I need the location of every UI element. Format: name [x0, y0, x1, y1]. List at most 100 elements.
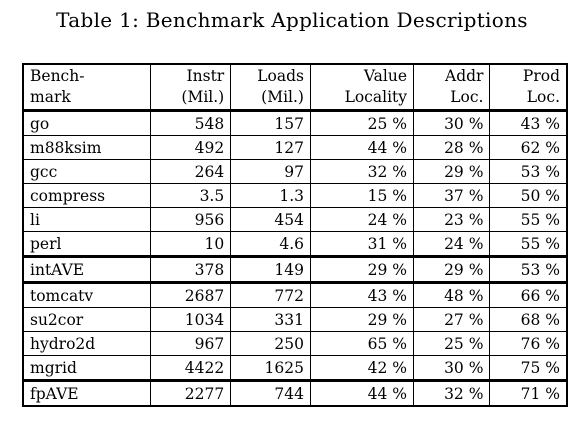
cell-value-locality: 32 %: [309, 159, 415, 184]
cell-instr: 264: [150, 159, 232, 184]
cell-prod-loc: 66 %: [489, 282, 568, 308]
cell-addr-loc: 24 %: [413, 231, 491, 258]
cell-benchmark: compress: [22, 183, 152, 208]
cell-benchmark: go: [22, 110, 152, 136]
cell-value-locality: 43 %: [309, 282, 415, 308]
cell-value-locality: 29 %: [309, 307, 415, 332]
table-row: mgrid 4422 1625 42 % 30 % 75 %: [22, 355, 568, 382]
header-instr-line1: Instr: [186, 67, 225, 85]
cell-loads: 250: [230, 331, 311, 356]
cell-instr: 1034: [150, 307, 232, 332]
cell-prod-loc: 76 %: [489, 331, 568, 356]
cell-addr-loc: 29 %: [413, 256, 491, 284]
cell-loads: 97: [230, 159, 311, 184]
cell-value-locality: 44 %: [309, 380, 415, 407]
cell-addr-loc: 27 %: [413, 307, 491, 332]
cell-addr-loc: 23 %: [413, 207, 491, 232]
cell-prod-loc: 50 %: [489, 183, 568, 208]
cell-benchmark: tomcatv: [22, 282, 152, 308]
table-row: compress 3.5 1.3 15 % 37 % 50 %: [22, 183, 568, 208]
table-row: hydro2d 967 250 65 % 25 % 76 %: [22, 331, 568, 356]
cell-benchmark: intAVE: [22, 256, 152, 284]
header-addr-loc-line1: Addr: [445, 67, 484, 85]
cell-loads: 772: [230, 282, 311, 308]
table-row: go 548 157 25 % 30 % 43 %: [22, 110, 568, 136]
header-benchmark: Bench- mark: [22, 63, 152, 111]
header-row: Bench- mark Instr (Mil.) Loads (Mil.) Va…: [22, 63, 568, 111]
cell-prod-loc: 75 %: [489, 355, 568, 382]
cell-instr: 4422: [150, 355, 232, 382]
cell-instr: 10: [150, 231, 232, 258]
cell-benchmark: perl: [22, 231, 152, 258]
table-row: li 956 454 24 % 23 % 55 %: [22, 207, 568, 232]
cell-instr: 967: [150, 331, 232, 356]
cell-value-locality: 15 %: [309, 183, 415, 208]
cell-value-locality: 31 %: [309, 231, 415, 258]
header-benchmark-line2: mark: [30, 88, 71, 106]
header-prod-loc-line2: Loc.: [526, 88, 560, 106]
table-header: Bench- mark Instr (Mil.) Loads (Mil.) Va…: [22, 63, 568, 111]
cell-addr-loc: 37 %: [413, 183, 491, 208]
cell-loads: 127: [230, 135, 311, 160]
cell-benchmark: fpAVE: [22, 380, 152, 407]
header-loads-line2: (Mil.): [261, 88, 304, 106]
benchmark-table: Bench- mark Instr (Mil.) Loads (Mil.) Va…: [22, 63, 568, 407]
cell-loads: 744: [230, 380, 311, 407]
header-value-locality: Value Locality: [309, 63, 415, 111]
table-row: tomcatv 2687 772 43 % 48 % 66 %: [22, 282, 568, 308]
cell-instr: 378: [150, 256, 232, 284]
cell-prod-loc: 55 %: [489, 207, 568, 232]
header-loads: Loads (Mil.): [230, 63, 311, 111]
cell-value-locality: 42 %: [309, 355, 415, 382]
cell-benchmark: li: [22, 207, 152, 232]
cell-value-locality: 24 %: [309, 207, 415, 232]
cell-loads: 1.3: [230, 183, 311, 208]
int-average-row: intAVE 378 149 29 % 29 % 53 %: [22, 256, 568, 284]
table-caption: Table 1: Benchmark Application Descripti…: [56, 8, 528, 32]
cell-addr-loc: 29 %: [413, 159, 491, 184]
cell-instr: 492: [150, 135, 232, 160]
cell-loads: 149: [230, 256, 311, 284]
cell-loads: 4.6: [230, 231, 311, 258]
cell-benchmark: gcc: [22, 159, 152, 184]
header-value-locality-line1: Value: [363, 67, 408, 85]
header-instr-line2: (Mil.): [181, 88, 225, 106]
table-row: m88ksim 492 127 44 % 28 % 62 %: [22, 135, 568, 160]
cell-benchmark: m88ksim: [22, 135, 152, 160]
cell-prod-loc: 55 %: [489, 231, 568, 258]
cell-addr-loc: 48 %: [413, 282, 491, 308]
table-body: go 548 157 25 % 30 % 43 % m88ksim 492 12…: [22, 110, 568, 407]
header-benchmark-line1: Bench-: [30, 67, 85, 85]
cell-loads: 331: [230, 307, 311, 332]
cell-addr-loc: 30 %: [413, 355, 491, 382]
cell-instr: 548: [150, 110, 232, 136]
cell-instr: 3.5: [150, 183, 232, 208]
header-prod-loc-line1: Prod: [522, 67, 560, 85]
cell-benchmark: mgrid: [22, 355, 152, 382]
cell-prod-loc: 53 %: [489, 159, 568, 184]
cell-addr-loc: 25 %: [413, 331, 491, 356]
cell-prod-loc: 71 %: [489, 380, 568, 407]
fp-average-row: fpAVE 2277 744 44 % 32 % 71 %: [22, 380, 568, 407]
cell-benchmark: hydro2d: [22, 331, 152, 356]
cell-loads: 454: [230, 207, 311, 232]
cell-instr: 2687: [150, 282, 232, 308]
cell-loads: 157: [230, 110, 311, 136]
cell-prod-loc: 62 %: [489, 135, 568, 160]
table-row: gcc 264 97 32 % 29 % 53 %: [22, 159, 568, 184]
cell-benchmark: su2cor: [22, 307, 152, 332]
cell-value-locality: 29 %: [309, 256, 415, 284]
header-prod-loc: Prod Loc.: [489, 63, 568, 111]
cell-addr-loc: 30 %: [413, 110, 491, 136]
cell-prod-loc: 43 %: [489, 110, 568, 136]
cell-prod-loc: 53 %: [489, 256, 568, 284]
cell-instr: 2277: [150, 380, 232, 407]
cell-value-locality: 65 %: [309, 331, 415, 356]
cell-instr: 956: [150, 207, 232, 232]
header-value-locality-line2: Locality: [344, 88, 408, 106]
header-addr-loc-line2: Loc.: [450, 88, 484, 106]
table-row: perl 10 4.6 31 % 24 % 55 %: [22, 231, 568, 258]
header-addr-loc: Addr Loc.: [413, 63, 491, 111]
cell-prod-loc: 68 %: [489, 307, 568, 332]
cell-value-locality: 44 %: [309, 135, 415, 160]
